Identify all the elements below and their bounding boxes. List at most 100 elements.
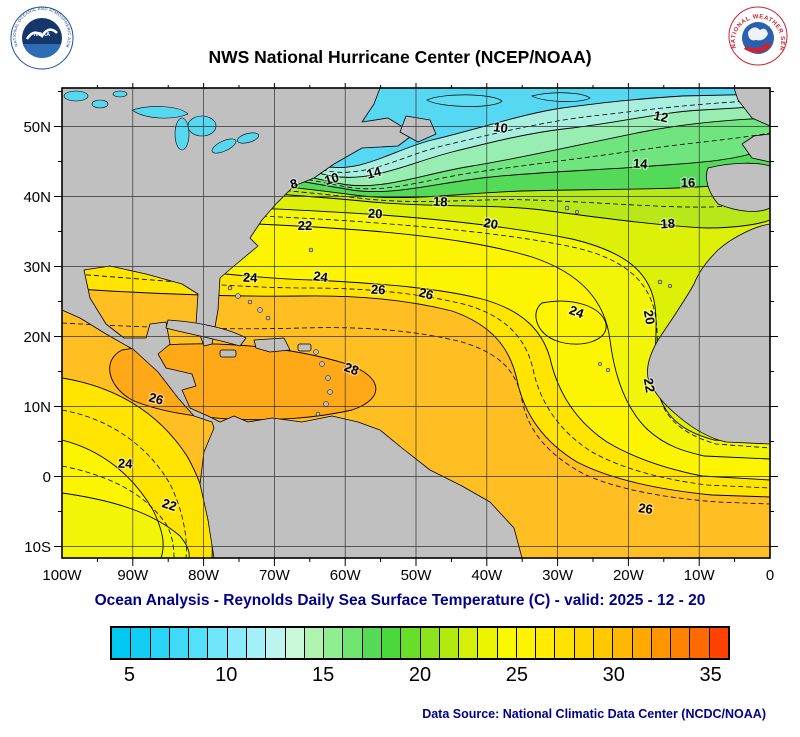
colorbar-segment xyxy=(343,628,363,658)
latitude-longitude-grid xyxy=(62,88,770,558)
colorbar-segment xyxy=(285,628,305,658)
land-iberia xyxy=(706,162,770,212)
land-bermuda xyxy=(308,247,314,253)
colorbar-tick-label: 5 xyxy=(123,664,135,686)
svg-text:14: 14 xyxy=(365,163,384,181)
colorbar-segment xyxy=(131,628,151,658)
colorbar-segment xyxy=(574,628,595,658)
noaa-gull-icon xyxy=(25,28,58,40)
svg-text:24: 24 xyxy=(312,268,329,285)
svg-text:10S: 10S xyxy=(24,539,51,556)
svg-text:26: 26 xyxy=(637,500,653,517)
svg-text:12: 12 xyxy=(652,108,669,126)
colorbar-segment xyxy=(150,628,170,658)
map-caption: Ocean Analysis - Reynolds Daily Sea Surf… xyxy=(94,592,706,609)
nws-swoosh-icon xyxy=(744,42,771,53)
colorbar-segment xyxy=(227,628,247,658)
svg-text:20: 20 xyxy=(641,309,658,326)
colorbar-segment xyxy=(613,628,633,658)
land-france xyxy=(741,133,770,163)
nws-logo: NATIONAL WEATHER SERVICE xyxy=(728,6,788,66)
svg-text:40N: 40N xyxy=(23,189,51,206)
colorbar-segment xyxy=(324,628,344,658)
svg-text:26: 26 xyxy=(147,390,165,408)
colorbar-segment xyxy=(208,628,228,658)
svg-text:16: 16 xyxy=(681,175,695,190)
svg-text:20: 20 xyxy=(482,215,499,232)
svg-text:18: 18 xyxy=(660,216,675,232)
svg-text:0: 0 xyxy=(766,567,774,584)
noaa-logo: NATIONAL OCEANIC AND ATMOSPHERIC ADMINIS… xyxy=(10,6,74,70)
colorbar-segment xyxy=(671,628,691,658)
svg-text:40W: 40W xyxy=(471,567,503,584)
colorbar-segment xyxy=(690,628,710,658)
svg-text:10: 10 xyxy=(322,169,340,188)
svg-text:70W: 70W xyxy=(259,567,291,584)
svg-text:20N: 20N xyxy=(23,329,51,346)
svg-text:20: 20 xyxy=(368,206,383,222)
svg-text:26: 26 xyxy=(417,285,435,303)
svg-text:22: 22 xyxy=(160,495,178,514)
colorbar-segment xyxy=(516,628,537,658)
colorbar-tick-labels: 5 10 15 20 25 30 35 xyxy=(110,662,730,690)
axis-tick-marks xyxy=(54,83,778,566)
colorbar-tick-label: 35 xyxy=(699,664,722,686)
colorbar-segment xyxy=(266,628,286,658)
land-masses xyxy=(62,88,770,558)
nws-cloud-icon xyxy=(748,27,768,41)
land-americas xyxy=(62,88,523,558)
latitude-axis-labels: 50N 40N 30N 20N 10N 0 10S xyxy=(23,119,51,556)
land-bahamas xyxy=(227,285,271,321)
colorbar-segment xyxy=(555,628,575,658)
colorbar-segment xyxy=(536,628,556,658)
colorbar-segment xyxy=(632,628,652,658)
map-container: 100W 90W 80W 70W 60W 50W 40W 30W 20W 10W 0 50N 40N 3… xyxy=(0,82,800,592)
colorbar-tick-label: 25 xyxy=(505,664,528,686)
svg-text:50W: 50W xyxy=(401,567,433,584)
land-newfoundland xyxy=(399,115,437,143)
svg-text:100W: 100W xyxy=(42,567,82,584)
page-title: NWS National Hurricane Center (NCEP/NOAA… xyxy=(208,47,592,67)
svg-text:80W: 80W xyxy=(188,567,220,584)
colorbar-segment xyxy=(189,628,209,658)
great-lakes xyxy=(63,90,259,154)
colorbar-segment xyxy=(246,628,267,658)
land-hispaniola xyxy=(253,337,291,353)
sst-analysis-map: 100W 90W 80W 70W 60W 50W 40W 30W 20W 10W 0 50N 40N 3… xyxy=(23,83,778,584)
colorbar-segment xyxy=(169,628,190,658)
land-puerto-rico xyxy=(297,343,312,352)
colorbar-segment xyxy=(459,628,479,658)
longitude-axis-labels: 100W 90W 80W 70W 60W 50W 40W 30W 20W 10W 0 xyxy=(42,567,774,584)
colorbar-segment xyxy=(112,628,132,658)
svg-text:0: 0 xyxy=(43,469,51,486)
data-source-credit: Data Source: National Climatic Data Cent… xyxy=(422,707,766,721)
colorbar-tick-label: 10 xyxy=(215,664,238,686)
svg-text:28: 28 xyxy=(342,359,361,378)
colorbar-segment xyxy=(594,628,614,658)
svg-text:60W: 60W xyxy=(330,567,362,584)
colorbar-segment xyxy=(381,628,402,658)
svg-text:22: 22 xyxy=(298,218,312,233)
svg-text:22: 22 xyxy=(641,377,658,394)
noaa-center-label: NOAA xyxy=(34,32,50,38)
svg-text:30W: 30W xyxy=(542,567,574,584)
colorbar-segment xyxy=(362,628,382,658)
svg-text:24: 24 xyxy=(118,456,134,472)
svg-text:30N: 30N xyxy=(23,259,51,276)
temperature-colorbar xyxy=(110,626,730,660)
land-jamaica xyxy=(219,349,237,358)
svg-text:18: 18 xyxy=(433,194,448,210)
land-cuba xyxy=(165,319,247,347)
svg-text:24: 24 xyxy=(243,270,259,286)
svg-text:14: 14 xyxy=(633,156,649,172)
colorbar-segment xyxy=(651,628,672,658)
land-atlantic-islands xyxy=(564,205,673,373)
land-lesser-antilles xyxy=(313,349,333,417)
svg-text:10N: 10N xyxy=(23,399,51,416)
colorbar-tick-label: 20 xyxy=(408,664,432,686)
svg-text:10W: 10W xyxy=(684,567,716,584)
svg-text:90W: 90W xyxy=(117,567,149,584)
colorbar-segment xyxy=(420,628,440,658)
